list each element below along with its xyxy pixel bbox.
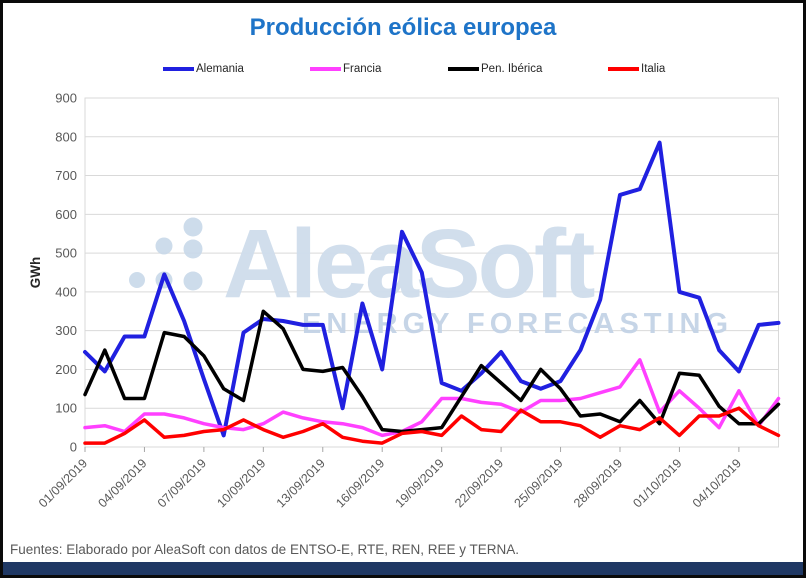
legend-item-italia: Italia (608, 61, 665, 77)
x-axis-tick-label: 19/09/2019 (393, 456, 447, 510)
watermark-logo-dot (183, 217, 203, 237)
x-axis-tick-label: 01/10/2019 (630, 456, 684, 510)
y-axis-tick-label: 900 (55, 91, 77, 106)
x-axis-tick-label: 28/09/2019 (571, 456, 625, 510)
legend-item-francia: Francia (310, 61, 381, 77)
alemania-line-swatch (163, 67, 194, 71)
legend-item-pen-iberica: Pen. Ibérica (448, 61, 542, 77)
pen-iberica-line-swatch (448, 67, 479, 71)
y-axis-tick-label: 0 (70, 440, 77, 455)
watermark-logo-dot (129, 272, 145, 288)
page-title: Producción eólica europea (249, 14, 557, 41)
plot-border (84, 97, 779, 448)
series-line-italia (83, 406, 781, 445)
brand-bar (3, 562, 803, 575)
y-axis-tick-label: 400 (55, 284, 77, 299)
x-axis-tick-label: 16/09/2019 (333, 456, 387, 510)
x-axis-tick-label: 07/09/2019 (155, 456, 209, 510)
legend-label-italia: Italia (641, 63, 666, 75)
x-axis-tick-label: 10/09/2019 (214, 456, 268, 510)
source-attribution: Fuentes: Elaborado por AleaSoft con dato… (10, 542, 519, 557)
y-axis-tick-label: 700 (55, 168, 77, 183)
y-axis-title: GWh (28, 257, 43, 289)
y-axis-tick-label: 600 (55, 207, 77, 222)
x-axis-tick-label: 22/09/2019 (452, 456, 506, 510)
francia-line-swatch (310, 67, 341, 71)
series-line-pen-ib-rica (83, 309, 781, 434)
y-axis-tick-label: 100 (55, 401, 77, 416)
x-axis-tick-label: 04/09/2019 (95, 456, 149, 510)
watermark-logo-dot (155, 237, 173, 255)
watermark-logo-dot (183, 271, 203, 291)
y-axis-tick-label: 500 (55, 246, 77, 261)
series-line-francia (83, 358, 781, 438)
watermark-brand-text: AleaSoft (223, 209, 595, 318)
y-axis-tick-label: 800 (55, 129, 77, 144)
x-axis-tick-label: 01/09/2019 (36, 456, 90, 510)
watermark-logo-dot (183, 239, 203, 259)
legend-label-pen-iberica: Pen. Ibérica (481, 63, 543, 75)
x-axis-tick-label: 13/09/2019 (274, 456, 328, 510)
x-axis-tick-label: 25/09/2019 (512, 456, 566, 510)
legend-label-alemania: Alemania (196, 63, 244, 75)
italia-line-swatch (608, 67, 639, 71)
legend-label-francia: Francia (343, 63, 382, 75)
legend-item-alemania: Alemania (163, 61, 244, 77)
series-line-alemania (83, 140, 781, 438)
y-axis-tick-label: 200 (55, 362, 77, 377)
y-axis-tick-label: 300 (55, 323, 77, 338)
x-axis-tick-label: 04/10/2019 (690, 456, 744, 510)
